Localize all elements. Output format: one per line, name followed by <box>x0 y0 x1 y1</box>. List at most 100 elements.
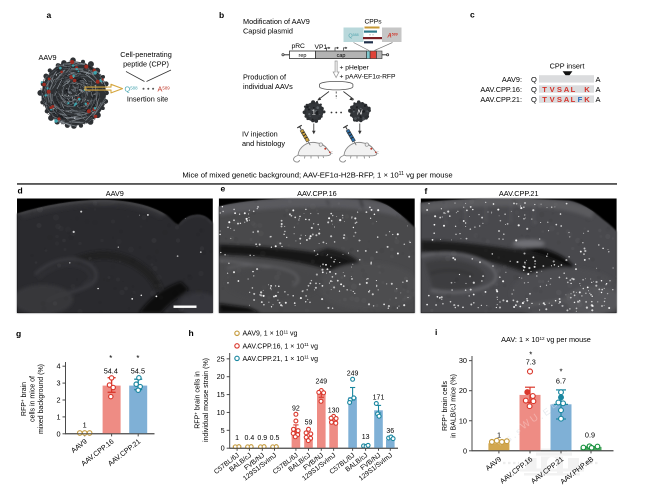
svg-text:20: 20 <box>217 372 225 381</box>
svg-text:RFP+ brain: RFP+ brain <box>20 382 28 416</box>
svg-text:e: e <box>221 184 226 194</box>
svg-text:in BALB/cJ mice (%): in BALB/cJ mice (%) <box>451 374 458 438</box>
svg-text:AAV9:: AAV9: <box>502 75 522 84</box>
svg-text:L: L <box>571 95 576 104</box>
svg-text:13: 13 <box>362 434 370 441</box>
svg-text:Q: Q <box>531 85 537 94</box>
svg-text:0: 0 <box>56 429 60 438</box>
svg-text:A: A <box>564 95 570 104</box>
svg-text:0.5: 0.5 <box>270 435 280 442</box>
svg-text:*: * <box>559 368 562 377</box>
svg-text:AAV.CPP.21, 1 × 1011 vg: AAV.CPP.21, 1 × 1011 vg <box>243 355 319 363</box>
svg-text:A589: A589 <box>386 33 397 40</box>
svg-text:10: 10 <box>217 408 225 417</box>
svg-text:A: A <box>596 75 601 84</box>
svg-text:Q: Q <box>531 95 537 104</box>
svg-text:i: i <box>435 327 437 337</box>
svg-text:7.3: 7.3 <box>526 358 536 367</box>
svg-text:CPP insert: CPP insert <box>550 62 585 71</box>
svg-text:V: V <box>550 95 556 104</box>
svg-text:1: 1 <box>312 107 316 116</box>
svg-text:RFP+ brain cells: RFP+ brain cells <box>441 380 449 431</box>
svg-text:A589: A589 <box>158 85 171 94</box>
svg-text:*: * <box>136 354 139 363</box>
svg-text:15: 15 <box>217 390 225 399</box>
svg-text:Cell-penetrating: Cell-penetrating <box>120 50 172 59</box>
svg-text:AAV.CPP.16:: AAV.CPP.16: <box>480 85 522 94</box>
svg-text:CPPs: CPPs <box>364 19 382 26</box>
svg-text:92: 92 <box>292 406 300 413</box>
svg-text:A: A <box>596 85 601 94</box>
svg-text:0: 0 <box>221 444 225 453</box>
svg-text:IV injection: IV injection <box>242 130 278 139</box>
svg-text:36: 36 <box>386 428 394 435</box>
svg-text:30: 30 <box>459 356 467 365</box>
svg-text:171: 171 <box>373 395 385 402</box>
svg-text:*: * <box>109 354 112 363</box>
svg-text:0.9: 0.9 <box>585 430 595 439</box>
svg-text:S: S <box>557 95 562 104</box>
svg-text:pRC: pRC <box>292 43 306 50</box>
svg-text:0: 0 <box>463 446 467 455</box>
svg-text:20: 20 <box>459 386 467 395</box>
svg-text:AAV.CPP.16: AAV.CPP.16 <box>297 189 337 198</box>
svg-text:a: a <box>47 10 52 20</box>
svg-text:0.9: 0.9 <box>257 435 267 442</box>
svg-text:T: T <box>542 95 547 104</box>
svg-text:V: V <box>550 85 556 94</box>
svg-text:F: F <box>578 95 583 104</box>
svg-text:249: 249 <box>347 370 359 377</box>
svg-text:peptide (CPP): peptide (CPP) <box>123 60 169 69</box>
svg-text:3: 3 <box>56 379 60 388</box>
svg-text:individual mouse strain (%): individual mouse strain (%) <box>203 358 210 442</box>
svg-text:RFP+ brain cells in: RFP+ brain cells in <box>194 371 202 429</box>
svg-text:K: K <box>584 85 590 94</box>
svg-text:25: 25 <box>217 354 225 363</box>
svg-text:6.7: 6.7 <box>556 377 566 386</box>
svg-text:Modification of AAV9: Modification of AAV9 <box>243 17 310 26</box>
svg-text:+ pAAV-EF1α-RFP: + pAAV-EF1α-RFP <box>340 74 396 81</box>
svg-text:2: 2 <box>56 396 60 405</box>
svg-text:Insertion site: Insertion site <box>127 95 168 104</box>
svg-text:59: 59 <box>305 420 313 427</box>
svg-text:L: L <box>571 85 576 94</box>
svg-text:AAV.CPP.16, 1 × 1011 vg: AAV.CPP.16, 1 × 1011 vg <box>243 342 319 350</box>
svg-text:AAV: 1 × 1012 vg per mouse: AAV: 1 × 1012 vg per mouse <box>501 335 591 344</box>
svg-text:AAV9: AAV9 <box>39 53 57 62</box>
svg-text:AAV.CPP.21: AAV.CPP.21 <box>499 189 539 198</box>
svg-text:Mice of mixed genetic backgrou: Mice of mixed genetic background; AAV-EF… <box>182 171 452 180</box>
svg-text:f: f <box>425 186 428 196</box>
svg-text:Production of: Production of <box>243 73 287 82</box>
svg-text:cap: cap <box>337 53 346 59</box>
svg-text:Q: Q <box>531 75 537 84</box>
svg-text:T: T <box>542 85 547 94</box>
svg-text:*: * <box>529 351 532 360</box>
svg-text:10: 10 <box>459 416 467 425</box>
svg-text:cells in mice of: cells in mice of <box>29 376 36 422</box>
svg-text:h: h <box>189 328 194 338</box>
svg-text:1: 1 <box>56 412 60 421</box>
svg-text:AAV9, 1 × 1011 vg: AAV9, 1 × 1011 vg <box>243 330 298 338</box>
svg-text:mixed background (%): mixed background (%) <box>38 364 45 434</box>
svg-text:0.4: 0.4 <box>245 435 255 442</box>
svg-text:A: A <box>564 85 570 94</box>
svg-text:AAV.CPP.21:: AAV.CPP.21: <box>480 95 522 104</box>
svg-text:A: A <box>596 95 601 104</box>
svg-text:+ pHelper: + pHelper <box>340 65 370 72</box>
svg-text:rep: rep <box>299 53 307 59</box>
svg-text:54.4: 54.4 <box>104 367 118 376</box>
svg-text:g: g <box>16 329 21 339</box>
svg-text:4: 4 <box>56 362 60 371</box>
svg-text:Q588: Q588 <box>125 85 139 94</box>
svg-text:1: 1 <box>235 435 239 442</box>
svg-text:c: c <box>470 10 475 20</box>
svg-text:130: 130 <box>328 408 340 415</box>
svg-text:5: 5 <box>221 426 225 435</box>
svg-text:individual AAVs: individual AAVs <box>243 82 293 91</box>
svg-text:and histology: and histology <box>242 139 285 148</box>
svg-text:Capsid plasmid: Capsid plasmid <box>243 27 293 36</box>
svg-text:AAV9: AAV9 <box>106 189 124 198</box>
svg-text:54.5: 54.5 <box>131 367 145 376</box>
svg-text:S: S <box>557 85 562 94</box>
svg-text:Q588: Q588 <box>348 33 358 40</box>
